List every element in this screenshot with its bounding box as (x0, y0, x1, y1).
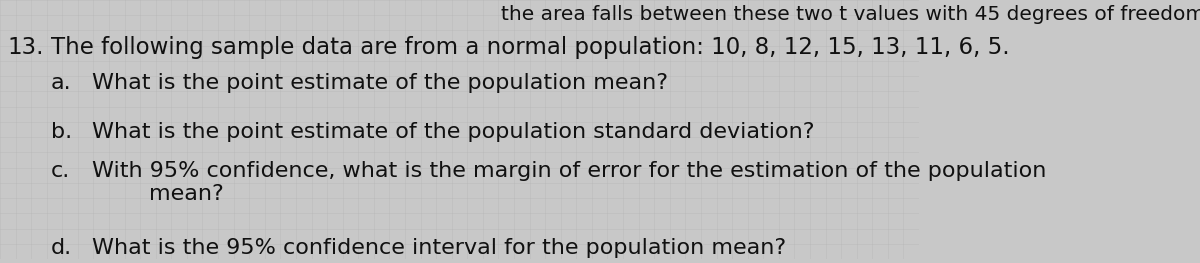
Text: What is the point estimate of the population mean?: What is the point estimate of the popula… (92, 73, 668, 93)
Text: a.: a. (50, 73, 71, 93)
Text: b.: b. (50, 122, 72, 142)
Text: the area falls between these two t values with 45 degrees of freedom: the area falls between these two t value… (500, 5, 1200, 24)
Text: d.: d. (50, 239, 72, 259)
Text: 13.: 13. (7, 36, 44, 59)
Text: With 95% confidence, what is the margin of error for the estimation of the popul: With 95% confidence, what is the margin … (92, 161, 1046, 204)
Text: c.: c. (50, 161, 70, 181)
Text: What is the point estimate of the population standard deviation?: What is the point estimate of the popula… (92, 122, 815, 142)
Text: What is the 95% confidence interval for the population mean?: What is the 95% confidence interval for … (92, 239, 786, 259)
Text: The following sample data are from a normal population: 10, 8, 12, 15, 13, 11, 6: The following sample data are from a nor… (50, 36, 1009, 59)
